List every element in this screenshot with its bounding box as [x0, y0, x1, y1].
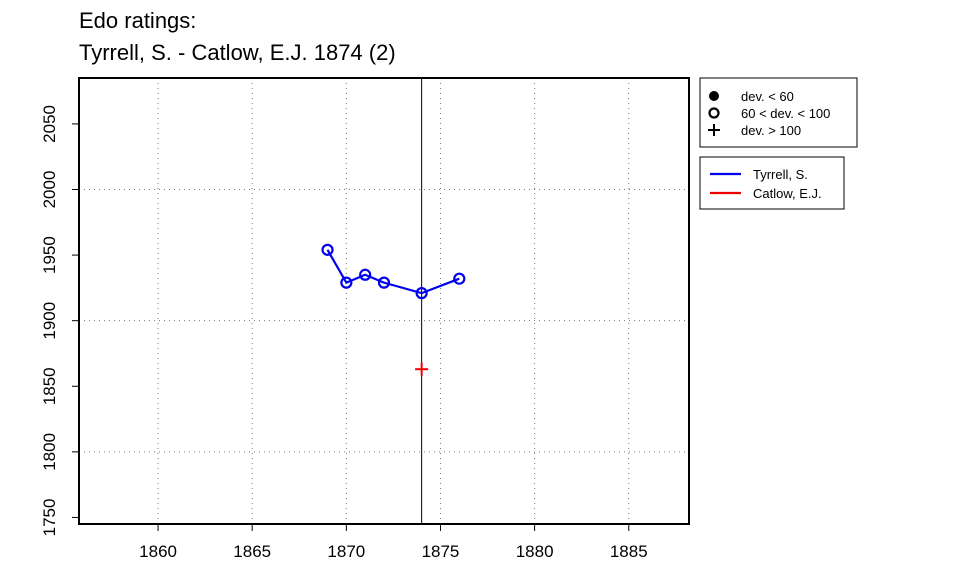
- y-tick-label-1750: 1750: [40, 499, 59, 537]
- y-axis: 1750 1800 1850 1900 1950 2000 2050: [40, 105, 79, 536]
- data-point-tyrrell-s-2: [359, 268, 372, 281]
- y-tick-label-2000: 2000: [40, 171, 59, 209]
- x-tick-label-1865: 1865: [233, 542, 271, 561]
- y-tick-label-1950: 1950: [40, 236, 59, 274]
- marker-legend-label-2: dev. > 100: [741, 123, 801, 138]
- chart-title-line-1: Edo ratings:: [79, 8, 197, 33]
- series-legend-box: [699, 156, 845, 210]
- y-tick-label-1900: 1900: [40, 302, 59, 340]
- x-tick-label-1880: 1880: [516, 542, 554, 561]
- data-point-tyrrell-s-4: [415, 287, 428, 300]
- x-tick-label-1875: 1875: [422, 542, 460, 561]
- y-tick-label-2050: 2050: [40, 105, 59, 143]
- x-tick-label-1860: 1860: [139, 542, 177, 561]
- marker-legend-symbol-2: [708, 124, 720, 136]
- series-legend-label-0: Tyrrell, S.: [753, 167, 808, 182]
- data-point-tyrrell-s-1: [340, 276, 353, 289]
- marker-legend-label-1: 60 < dev. < 100: [741, 106, 830, 121]
- y-tick-label-1800: 1800: [40, 433, 59, 471]
- series-line-tyrrell-s: [326, 249, 460, 295]
- x-tick-label-1870: 1870: [327, 542, 365, 561]
- plot-frame: [78, 77, 690, 525]
- x-axis: 1860 1865 1870 1875 1880 1885: [139, 524, 648, 561]
- data-point-tyrrell-s-0: [321, 243, 334, 256]
- data-point-catlow-e-j-0: [415, 362, 429, 376]
- y-tick-label-1850: 1850: [40, 367, 59, 405]
- data-point-tyrrell-s-3: [377, 276, 391, 289]
- series-legend-label-1: Catlow, E.J.: [753, 186, 822, 201]
- marker-legend-box: [699, 77, 858, 148]
- grid-lines: [79, 78, 689, 524]
- chart-title-line-2: Tyrrell, S. - Catlow, E.J. 1874 (2): [79, 40, 396, 65]
- marker-legend-label-0: dev. < 60: [741, 89, 794, 104]
- marker-legend: dev. < 60 60 < dev. < 100 dev. > 100: [699, 77, 858, 148]
- marker-legend-symbol-0: [709, 91, 719, 101]
- series-layer: [321, 243, 466, 376]
- series-legend: Tyrrell, S. Catlow, E.J.: [699, 156, 845, 210]
- marker-legend-symbol-1: [708, 107, 720, 119]
- x-tick-label-1885: 1885: [610, 542, 648, 561]
- data-point-tyrrell-s-5: [453, 272, 466, 285]
